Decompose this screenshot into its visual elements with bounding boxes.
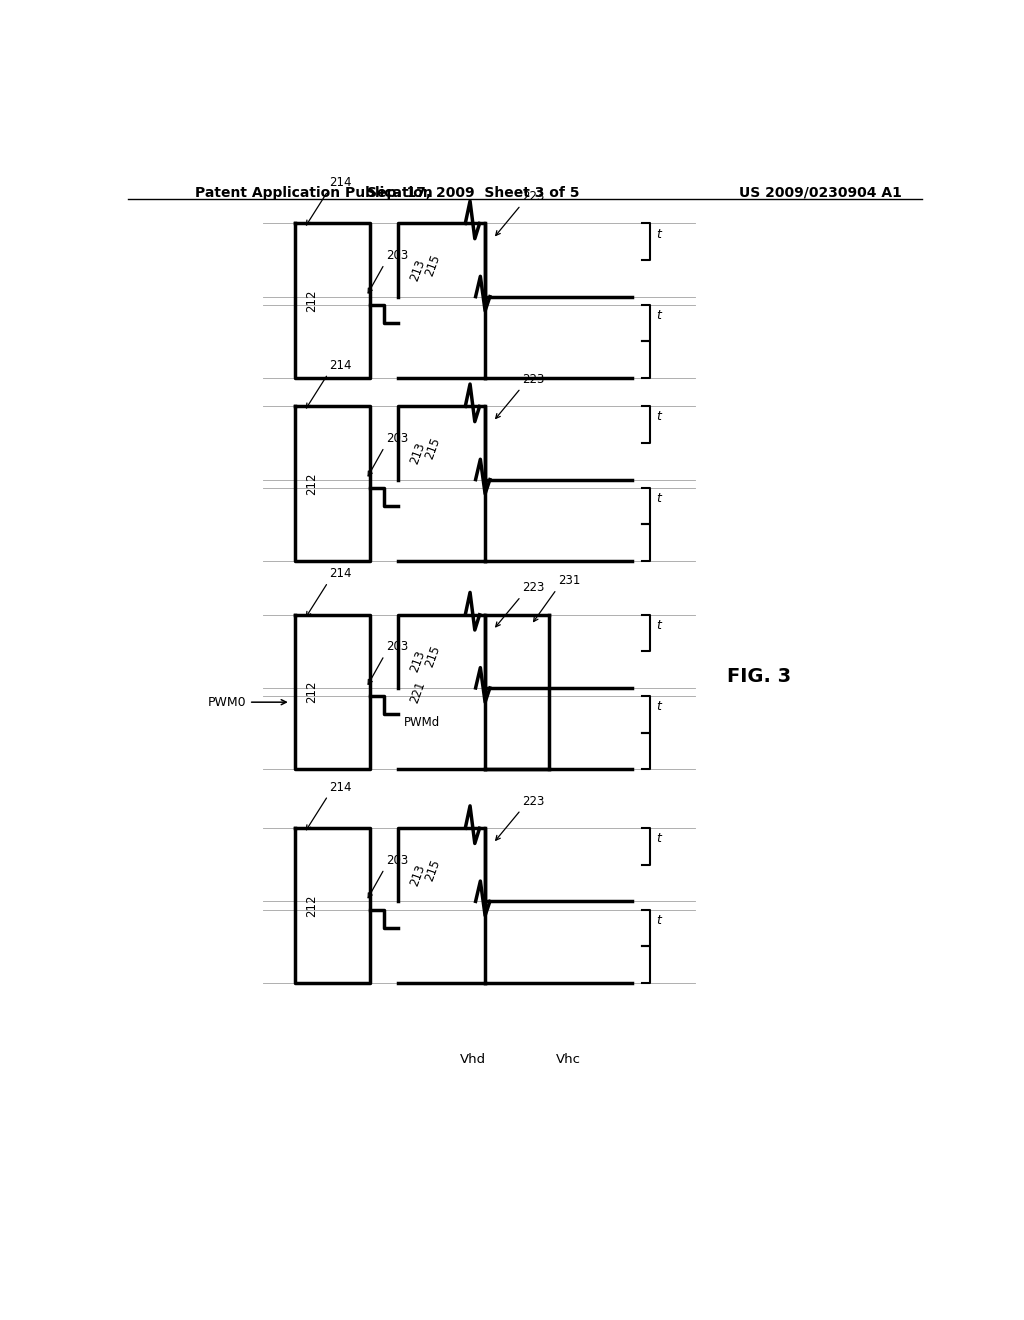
Text: 223: 223: [522, 795, 545, 808]
Text: t: t: [656, 411, 662, 424]
Text: PWMd: PWMd: [404, 715, 440, 729]
Text: 221: 221: [408, 680, 427, 705]
Text: 214: 214: [329, 176, 351, 189]
Text: 215: 215: [423, 644, 443, 669]
Text: FIG. 3: FIG. 3: [727, 668, 791, 686]
Text: PWM0: PWM0: [207, 696, 286, 709]
Text: t: t: [656, 619, 662, 632]
Text: US 2009/0230904 A1: US 2009/0230904 A1: [739, 186, 902, 199]
Text: t: t: [656, 913, 662, 927]
Text: Vhd: Vhd: [460, 1053, 486, 1065]
Text: 231: 231: [558, 574, 581, 587]
Text: 203: 203: [386, 432, 409, 445]
Text: 213: 213: [408, 649, 427, 675]
Text: Sep. 17, 2009  Sheet 3 of 5: Sep. 17, 2009 Sheet 3 of 5: [367, 186, 580, 199]
Text: 203: 203: [386, 249, 409, 263]
Text: Patent Application Publication: Patent Application Publication: [196, 186, 433, 199]
Text: 223: 223: [522, 190, 545, 203]
Text: 212: 212: [305, 473, 318, 495]
Text: 223: 223: [522, 374, 545, 385]
Text: 213: 213: [408, 257, 427, 282]
Text: 215: 215: [423, 252, 443, 277]
Text: t: t: [656, 492, 662, 504]
Text: 213: 213: [408, 862, 427, 887]
Text: t: t: [656, 700, 662, 713]
Text: 203: 203: [386, 640, 409, 653]
Text: t: t: [656, 309, 662, 322]
Text: 214: 214: [329, 568, 351, 581]
Text: 214: 214: [329, 780, 351, 793]
Text: 212: 212: [305, 894, 318, 916]
Text: 203: 203: [386, 854, 409, 867]
Text: 212: 212: [305, 289, 318, 312]
Text: Vhc: Vhc: [556, 1053, 581, 1065]
Text: 215: 215: [423, 857, 443, 883]
Text: 213: 213: [408, 441, 427, 466]
Text: t: t: [656, 833, 662, 845]
Text: 215: 215: [423, 436, 443, 461]
Text: t: t: [656, 227, 662, 240]
Text: 223: 223: [522, 581, 545, 594]
Text: 212: 212: [305, 681, 318, 704]
Text: 214: 214: [329, 359, 351, 372]
